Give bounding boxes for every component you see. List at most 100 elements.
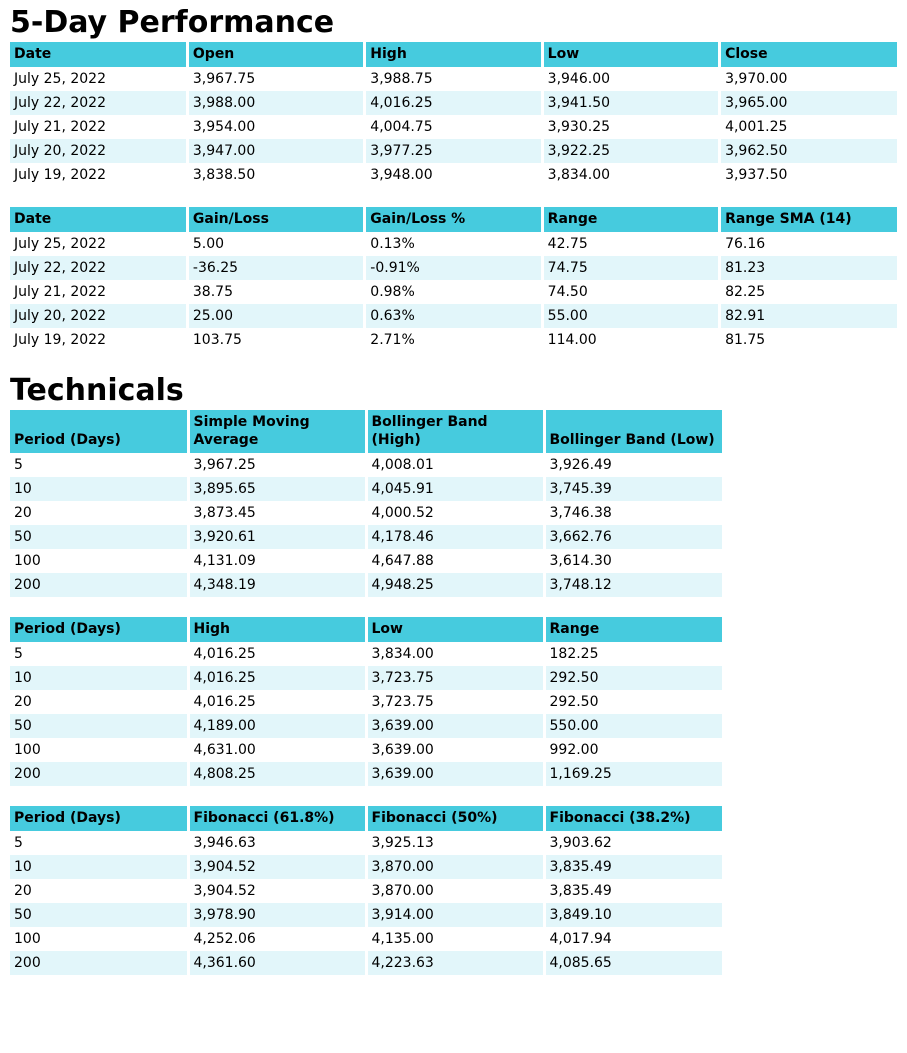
table-cell: -0.91% [363, 256, 543, 280]
table-cell: 3,946.63 [186, 831, 366, 855]
table-cell: 3,978.90 [186, 903, 366, 927]
table-row: 5 3,946.63 3,925.13 3,903.62 [10, 831, 722, 855]
table-cell: 4,016.25 [363, 91, 543, 115]
table-cell: 3,954.00 [185, 115, 365, 139]
header-row: Date Gain/Loss Gain/Loss % Range Range SMA (… [10, 207, 897, 232]
column-header: Fibonacci (50%) [364, 806, 544, 831]
table-cell: 10 [10, 477, 188, 501]
column-header: Gain/Loss [185, 207, 365, 232]
column-header: Period (Days) [10, 617, 188, 642]
table-cell: 3,662.76 [542, 525, 722, 549]
table-row: 50 3,920.61 4,178.46 3,662.76 [10, 525, 722, 549]
table-cell: 3,914.00 [364, 903, 544, 927]
table-cell: 3,962.50 [718, 139, 897, 163]
table-cell: 3,988.00 [185, 91, 365, 115]
table-row: 20 3,904.52 3,870.00 3,835.49 [10, 879, 722, 903]
table-cell: 3,746.38 [542, 501, 722, 525]
table-cell: 3,639.00 [364, 738, 544, 762]
table-cell: 50 [10, 714, 188, 738]
table-cell: July 20, 2022 [10, 139, 188, 163]
table-cell: 4,948.25 [364, 573, 544, 597]
table-cell: July 22, 2022 [10, 256, 188, 280]
table-cell: 3,946.00 [540, 67, 720, 91]
table-cell: 3,745.39 [542, 477, 722, 501]
table-cell: 4,008.01 [364, 453, 544, 477]
table-row: July 25, 2022 3,967.75 3,988.75 3,946.00 3,9… [10, 67, 897, 91]
table-cell: 3,925.13 [364, 831, 544, 855]
table-row: July 21, 2022 38.75 0.98% 74.50 82.25 [10, 280, 897, 304]
column-header: Fibonacci (38.2%) [542, 806, 722, 831]
table-cell: 1,169.25 [542, 762, 722, 786]
column-header: High [363, 42, 543, 67]
fibonacci-table: Period (Days) Fibonacci (61.8%) Fibonacci … [10, 806, 722, 975]
table-cell: 114.00 [540, 328, 720, 352]
table-cell: 5 [10, 453, 188, 477]
table-row: 5 3,967.25 4,008.01 3,926.49 [10, 453, 722, 477]
table-row: July 22, 2022 3,988.00 4,016.25 3,941.50 3,9… [10, 91, 897, 115]
table-cell: 4,016.25 [186, 690, 366, 714]
table-cell: 74.50 [540, 280, 720, 304]
table-row: 20 4,016.25 3,723.75 292.50 [10, 690, 722, 714]
column-header: Low [364, 617, 544, 642]
column-header: Range [542, 617, 722, 642]
sma-bollinger-table: Period (Days) Simple Moving Average Bollin… [10, 410, 722, 597]
table-cell: 3,947.00 [185, 139, 365, 163]
table-cell: 3,895.65 [186, 477, 366, 501]
table-cell: 20 [10, 501, 188, 525]
header-row: Date Open High Low Close [10, 42, 897, 67]
table-cell: 3,988.75 [363, 67, 543, 91]
table-cell: 4,135.00 [364, 927, 544, 951]
table-cell: 292.50 [542, 690, 722, 714]
table-row: 20 3,873.45 4,000.52 3,746.38 [10, 501, 722, 525]
table-cell: 3,904.52 [186, 879, 366, 903]
table-cell: 100 [10, 738, 188, 762]
table-row: 50 4,189.00 3,639.00 550.00 [10, 714, 722, 738]
table-cell: July 25, 2022 [10, 67, 188, 91]
five-day-ohlc-table: Date Open High Low Close July 25, 2022 3,967.7… [10, 42, 897, 187]
table-cell: 2.71% [363, 328, 543, 352]
header-row: Period (Days) Simple Moving Average Bollin… [10, 410, 722, 453]
table-row: July 22, 2022 -36.25 -0.91% 74.75 81.23 [10, 256, 897, 280]
table-cell: 200 [10, 573, 188, 597]
table-row: 10 3,904.52 3,870.00 3,835.49 [10, 855, 722, 879]
table-cell: 3,967.75 [185, 67, 365, 91]
table-cell: 3,948.00 [363, 163, 543, 187]
column-header: Period (Days) [10, 806, 188, 831]
table-cell: 4,016.25 [186, 642, 366, 666]
table-row: July 19, 2022 3,838.50 3,948.00 3,834.00 3,9… [10, 163, 897, 187]
table-cell: 103.75 [185, 328, 365, 352]
table-cell: 4,017.94 [542, 927, 722, 951]
table-row: 10 3,895.65 4,045.91 3,745.39 [10, 477, 722, 501]
table-cell: 3,835.49 [542, 855, 722, 879]
table-row: 100 4,252.06 4,135.00 4,017.94 [10, 927, 722, 951]
table-cell: 4,001.25 [718, 115, 897, 139]
table-cell: 3,920.61 [186, 525, 366, 549]
table-row: 100 4,131.09 4,647.88 3,614.30 [10, 549, 722, 573]
table-cell: 3,834.00 [540, 163, 720, 187]
table-cell: July 19, 2022 [10, 163, 188, 187]
column-header: Fibonacci (61.8%) [186, 806, 366, 831]
table-cell: 4,085.65 [542, 951, 722, 975]
table-cell: 81.23 [718, 256, 897, 280]
table-cell: 5.00 [185, 232, 365, 256]
table-cell: 3,834.00 [364, 642, 544, 666]
table-row: July 19, 2022 103.75 2.71% 114.00 81.75 [10, 328, 897, 352]
table-cell: 4,045.91 [364, 477, 544, 501]
table-cell: 3,835.49 [542, 879, 722, 903]
table-row: 100 4,631.00 3,639.00 992.00 [10, 738, 722, 762]
table-cell: 3,723.75 [364, 666, 544, 690]
table-cell: 3,903.62 [542, 831, 722, 855]
column-header: Date [10, 207, 188, 232]
table-cell: 3,723.75 [364, 690, 544, 714]
table-cell: 38.75 [185, 280, 365, 304]
table-cell: 3,977.25 [363, 139, 543, 163]
table-cell: 3,838.50 [185, 163, 365, 187]
five-day-performance-title: 5-Day Performance [10, 5, 335, 40]
table-cell: 4,647.88 [364, 549, 544, 573]
table-cell: 50 [10, 525, 188, 549]
table-cell: 4,131.09 [186, 549, 366, 573]
table-cell: 0.98% [363, 280, 543, 304]
table-cell: 100 [10, 927, 188, 951]
column-header: High [186, 617, 366, 642]
column-header: Gain/Loss % [363, 207, 543, 232]
